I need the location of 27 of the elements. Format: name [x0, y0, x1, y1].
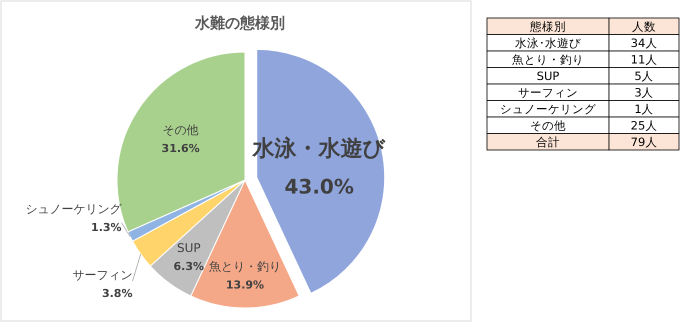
text: 11人 — [630, 52, 658, 66]
text: 魚とり・釣り — [512, 52, 584, 66]
data-label: 3.8% — [102, 287, 132, 300]
chart-title: 水難の態様別 — [194, 14, 285, 32]
data-label: 31.6% — [162, 142, 200, 156]
text: 態様別 — [529, 20, 566, 34]
text: SUP — [536, 69, 560, 83]
text: サーフィン — [518, 86, 578, 100]
slice-label: 魚とり・釣り — [209, 260, 281, 274]
text: 水泳･水遊び — [515, 36, 582, 50]
data-label: 6.3% — [174, 260, 204, 274]
slice-label: その他 — [162, 123, 199, 138]
data-label: 43.0% — [284, 174, 354, 199]
text: シュノーケリング — [500, 102, 597, 116]
text: 1人 — [634, 102, 654, 116]
text: 3人 — [634, 86, 654, 100]
text: 79人 — [630, 135, 658, 149]
slice-label: SUP — [176, 241, 201, 256]
data-label: 13.9% — [226, 278, 264, 292]
text: 34人 — [630, 36, 658, 50]
text: 人数 — [632, 20, 656, 34]
text: 合計 — [536, 135, 560, 149]
data-label: 1.3% — [91, 220, 122, 234]
slice-label: サーフィン — [72, 268, 132, 282]
text: 5人 — [634, 69, 654, 83]
text: その他 — [530, 118, 566, 132]
text: 25人 — [630, 118, 658, 132]
